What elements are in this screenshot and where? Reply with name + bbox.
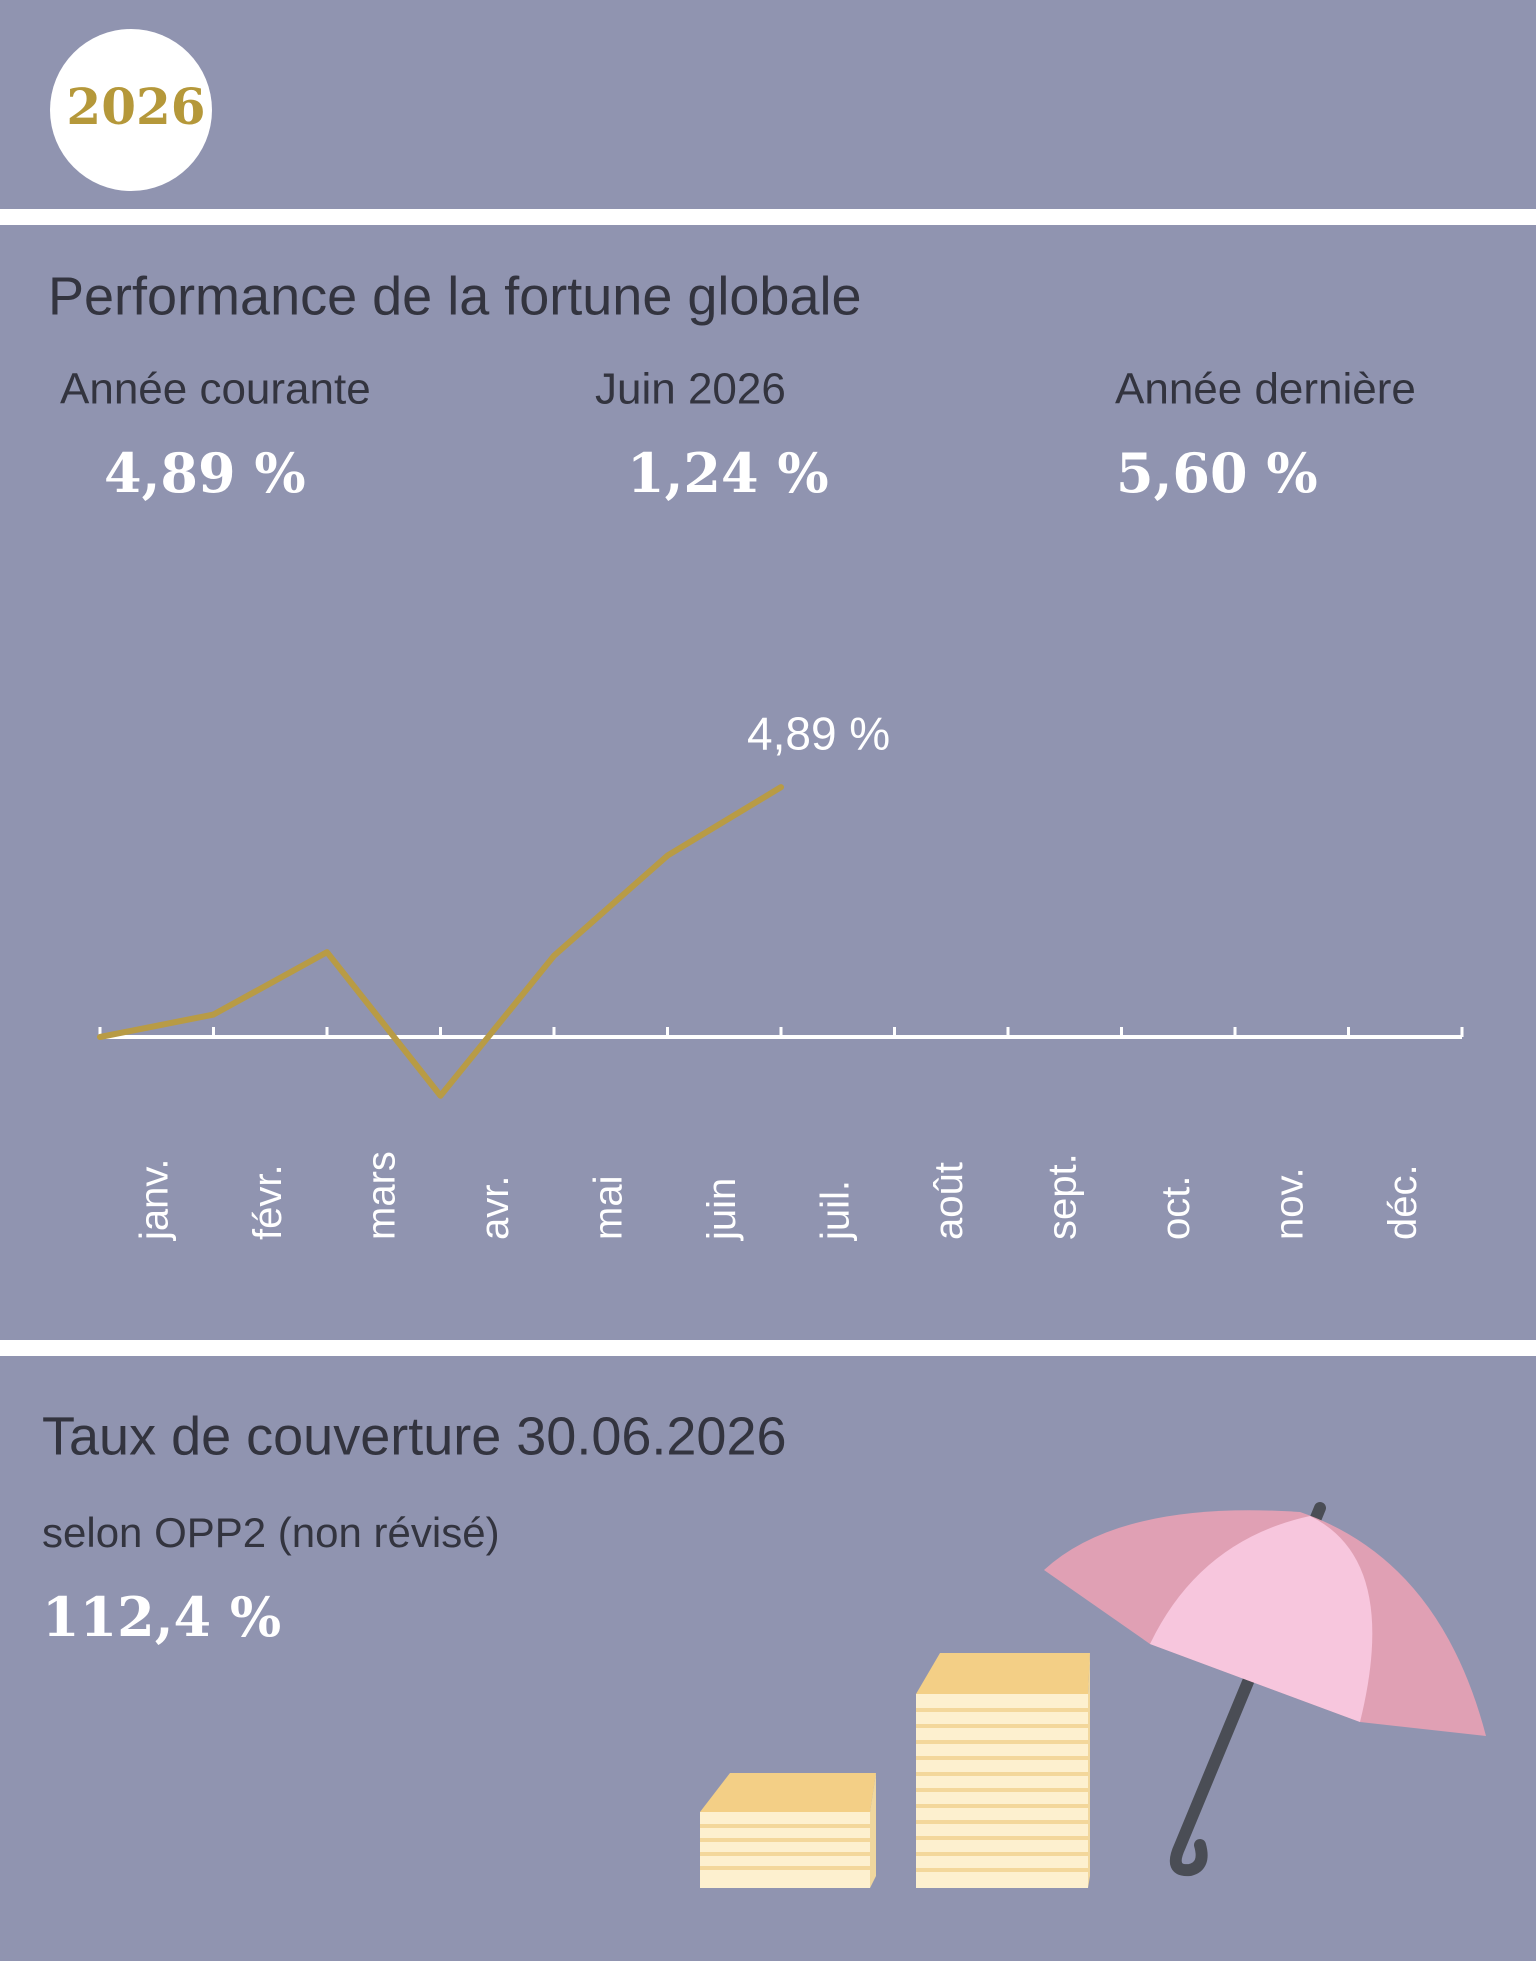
x-tick-label: août	[927, 1162, 971, 1240]
x-tick-label: févr.	[246, 1164, 290, 1240]
stack-front	[700, 1812, 870, 1888]
stack-top	[916, 1653, 1090, 1694]
stat-value: 5,60 %	[1116, 441, 1318, 505]
section-title: Taux de couverture 30.06.2026	[42, 1406, 787, 1466]
stat-value: 1,24 %	[627, 441, 829, 505]
x-tick-label: janv.	[132, 1158, 176, 1241]
line-series	[210, 784, 784, 1099]
stack-side	[1088, 1653, 1090, 1888]
umbrella-handle	[1169, 1502, 1326, 1877]
x-tick-label: sept.	[1040, 1153, 1084, 1240]
money-illustration	[700, 1653, 1090, 1888]
year-badge	[50, 29, 212, 191]
separator	[0, 1340, 1536, 1356]
line-start	[97, 1011, 217, 1040]
x-tick-label: nov.	[1267, 1167, 1311, 1240]
x-tick-label: avr.	[473, 1176, 517, 1240]
stat-label: Juin 2026	[595, 365, 786, 414]
x-tick-label: juil.	[813, 1180, 857, 1241]
line-chart: janv. févr. mars avr. mai juin juil. août sept. o…	[97, 707, 1464, 1241]
x-tick-label: mars	[359, 1151, 403, 1240]
x-tick-label: oct.	[1154, 1176, 1198, 1240]
section-title: Performance de la fortune globale	[48, 266, 862, 326]
stat-label: Année courante	[60, 365, 371, 414]
stack-top	[700, 1773, 876, 1812]
year: 2026	[66, 77, 205, 136]
stat-value: 4,89 %	[104, 441, 306, 505]
umbrella-illustration	[1044, 1502, 1486, 1877]
subtitle: selon OPP2 (non révisé)	[42, 1509, 500, 1556]
x-tick-label: déc.	[1381, 1164, 1425, 1240]
umbrella-panel	[1150, 1516, 1373, 1722]
coverage-value: 112,4 %	[42, 1585, 281, 1649]
data-label: 4,89 %	[747, 707, 890, 759]
x-tick-label: mai	[586, 1176, 630, 1240]
x-tick-label: juin	[700, 1178, 744, 1241]
separator	[0, 209, 1536, 225]
stack-side	[870, 1773, 876, 1888]
stat-label: Année dernière	[1115, 365, 1416, 414]
